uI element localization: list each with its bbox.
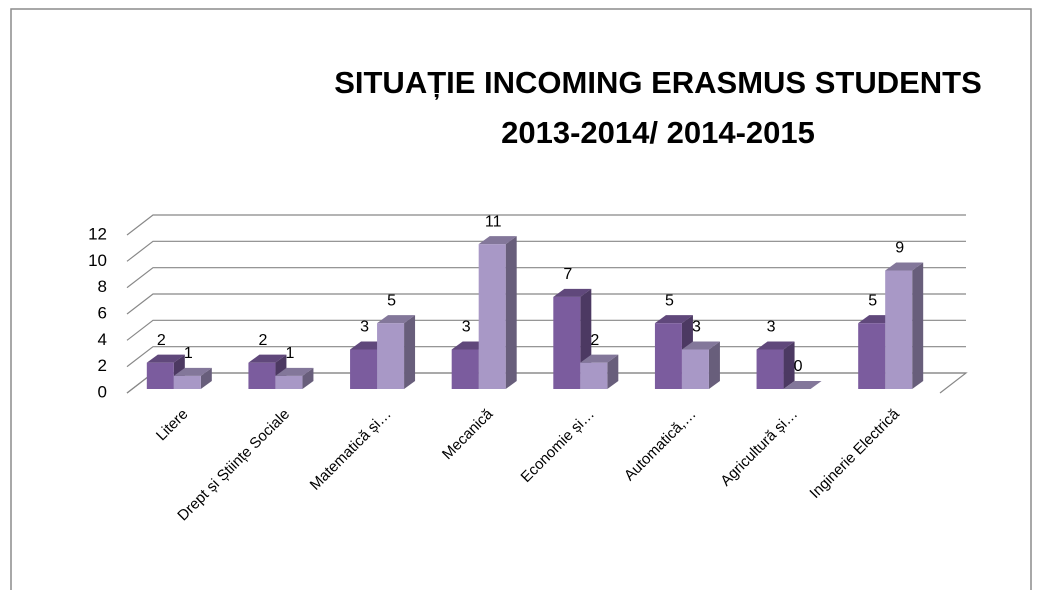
data-label: 3 [767,319,776,336]
data-label: 3 [462,319,471,336]
x-tick-label: Automatică,… [621,406,700,485]
grid-line [126,240,966,262]
bar-side [200,367,212,389]
bar-side [708,341,720,389]
data-label: 3 [692,319,701,336]
grid-line [126,319,966,341]
bar [173,375,201,389]
bar-top [275,367,314,376]
grid-line [126,214,966,236]
bar [248,362,276,389]
bar [885,270,913,389]
bar-top [885,262,924,271]
bar-side [404,315,416,389]
bar-side [505,236,517,389]
bar [681,349,709,389]
bar-top [146,354,185,363]
data-label: 7 [563,266,572,283]
bar-side [912,262,924,389]
y-tick-label: 8 [98,277,107,296]
bar [451,349,479,389]
bar [478,244,506,389]
bar-top [478,236,517,245]
x-tick-label: Economie și… [518,406,598,486]
grid-line [126,267,966,289]
bar-top [377,315,416,324]
bar [654,323,682,389]
y-tick-label: 10 [88,251,107,270]
chart-title: SITUAȚIE INCOMING ERASMUS STUDENTS [334,65,982,100]
y-tick-label: 12 [88,224,107,243]
data-label: 0 [794,358,803,375]
data-label: 1 [285,345,294,362]
x-tick-label: Mecanică [439,405,497,463]
bar [756,349,784,389]
x-tick-label: Litere [153,406,192,445]
y-tick-label: 2 [98,356,107,375]
bar [146,362,174,389]
data-label: 2 [157,332,166,349]
bar-side [302,367,314,389]
x-tick-label: Inginerie Electrică [806,405,903,502]
data-label: 9 [895,240,904,257]
data-label: 2 [590,332,599,349]
x-tick-label: Agricultură și… [717,406,801,490]
bar [553,296,581,389]
bar-side [607,354,619,389]
data-label: 11 [485,213,502,230]
data-label: 2 [258,332,267,349]
x-tick-label: Drept și Științe Sociale [174,406,293,525]
data-label: 1 [184,345,193,362]
bar-top [553,288,592,297]
bar [858,323,886,389]
x-tick-label: Matematică și… [307,406,395,494]
data-label: 5 [665,292,674,309]
y-tick-label: 0 [98,382,107,401]
y-tick-label: 4 [98,330,107,349]
data-label: 5 [868,292,877,309]
bar-top [248,354,287,363]
bar-top [173,367,212,376]
bar [275,375,303,389]
bar-top [783,381,822,389]
bar [580,362,608,389]
bar-top [580,354,619,363]
bar [377,323,405,389]
bar-side [783,341,795,389]
chart-title: 2013-2014/ 2014-2015 [501,115,815,150]
bar-top [681,341,720,350]
data-label: 5 [387,292,396,309]
bar-top [654,315,693,324]
chart-frame [10,8,1032,590]
data-label: 3 [360,319,369,336]
y-tick-label: 6 [98,303,107,322]
bar [350,349,378,389]
grid-line [126,293,966,315]
bar-top [756,341,795,350]
